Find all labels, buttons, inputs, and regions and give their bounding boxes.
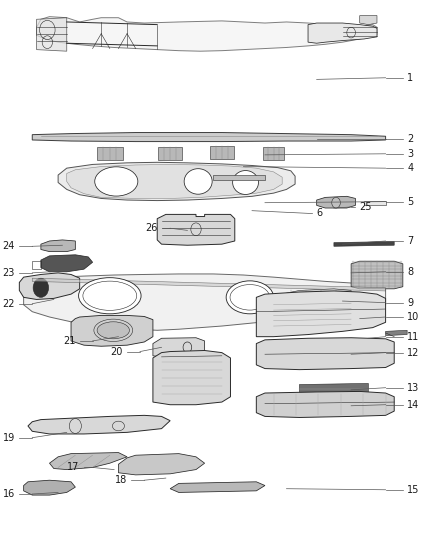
Polygon shape [19,273,80,300]
Polygon shape [364,200,385,205]
Polygon shape [157,214,235,245]
Ellipse shape [95,167,138,196]
Polygon shape [256,338,394,369]
Text: 15: 15 [407,485,420,495]
Polygon shape [308,23,377,43]
Polygon shape [360,15,377,25]
Polygon shape [256,291,385,337]
Text: 26: 26 [145,223,157,233]
Polygon shape [67,165,282,198]
Polygon shape [334,241,394,246]
Text: 25: 25 [360,202,372,212]
Polygon shape [32,133,385,142]
Text: 4: 4 [407,163,413,173]
Polygon shape [49,453,127,470]
Polygon shape [24,274,385,330]
Ellipse shape [226,281,274,314]
Text: 5: 5 [407,197,413,207]
Text: 12: 12 [407,348,420,358]
Polygon shape [153,351,230,405]
Polygon shape [170,482,265,492]
Circle shape [33,278,49,297]
Text: 6: 6 [317,208,323,219]
Polygon shape [58,163,295,200]
Circle shape [332,197,340,208]
Text: 24: 24 [3,241,15,251]
Polygon shape [286,289,351,305]
Polygon shape [210,146,234,159]
Polygon shape [36,17,377,51]
Polygon shape [118,454,205,475]
Text: 23: 23 [3,268,15,278]
Text: 1: 1 [407,73,413,83]
Polygon shape [41,240,75,252]
Text: 16: 16 [3,489,15,499]
Text: 3: 3 [407,149,413,159]
Text: 14: 14 [407,400,420,410]
Polygon shape [385,330,407,336]
Ellipse shape [233,171,258,195]
Polygon shape [351,261,403,289]
Polygon shape [36,18,67,51]
Polygon shape [28,415,170,434]
Text: 21: 21 [63,336,75,346]
Text: 7: 7 [407,236,413,246]
Text: 11: 11 [407,332,420,342]
Polygon shape [158,147,182,160]
Text: 17: 17 [67,463,80,472]
Ellipse shape [78,278,141,314]
Polygon shape [317,196,355,208]
Polygon shape [71,316,153,346]
Text: 8: 8 [407,267,413,277]
Text: 10: 10 [407,312,420,322]
Polygon shape [153,338,205,358]
Text: 18: 18 [115,475,127,485]
Polygon shape [213,175,265,180]
Text: 19: 19 [3,433,15,443]
Polygon shape [300,383,368,394]
Ellipse shape [184,168,212,194]
Text: 13: 13 [407,383,420,393]
Polygon shape [41,255,92,272]
Text: 20: 20 [110,346,123,357]
Polygon shape [32,278,385,291]
Text: 22: 22 [3,298,15,309]
Text: 9: 9 [407,297,413,308]
Ellipse shape [97,322,129,339]
Polygon shape [24,480,75,495]
Polygon shape [256,391,394,417]
Polygon shape [97,147,123,160]
Polygon shape [263,147,284,160]
Text: 2: 2 [407,134,413,144]
